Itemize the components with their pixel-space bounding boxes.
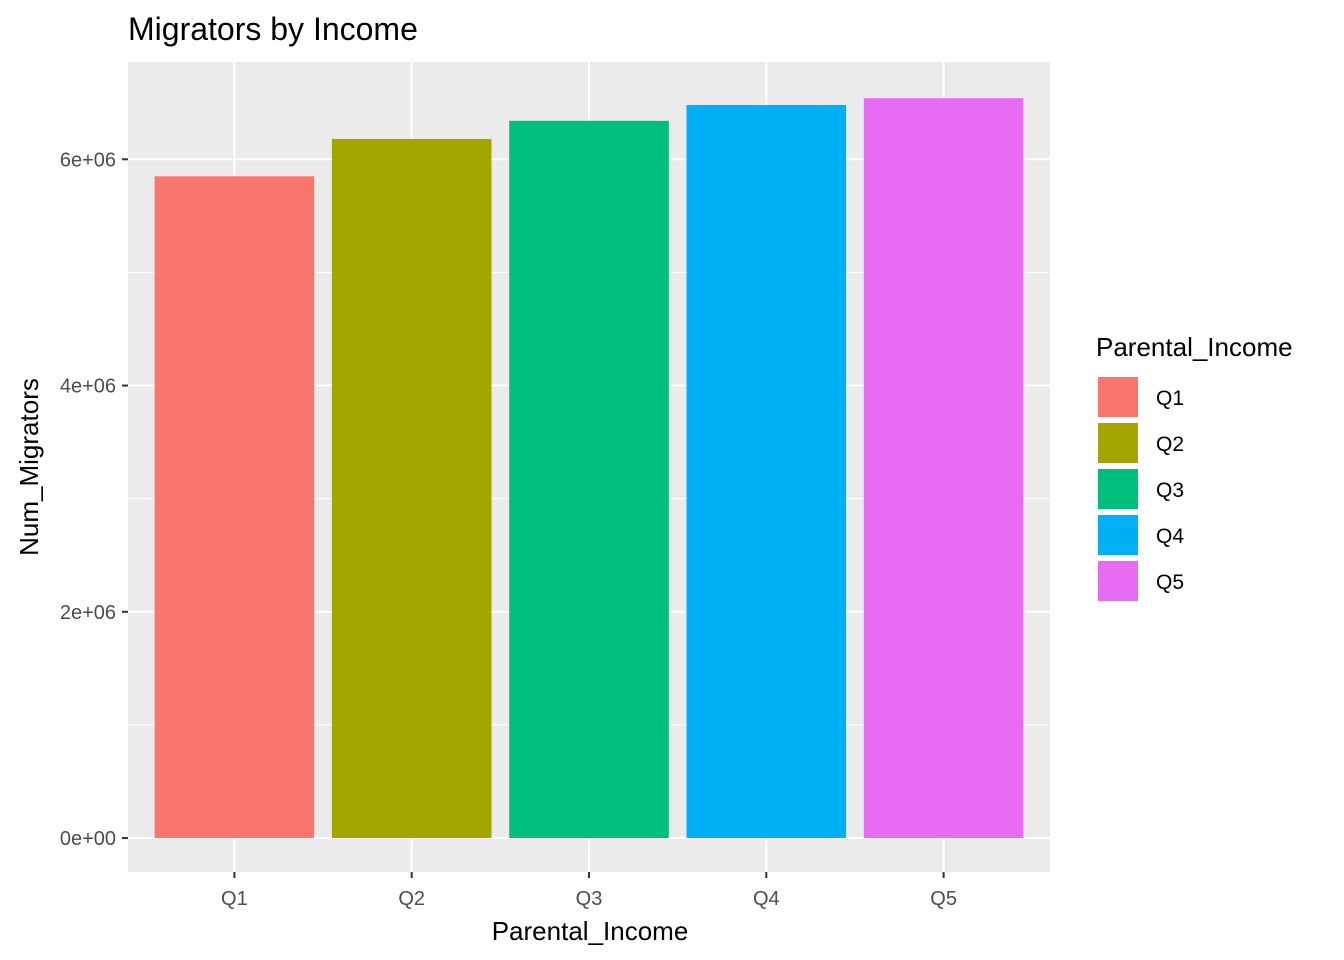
y-axis-title: Num_Migrators <box>14 378 44 556</box>
bar-q1 <box>154 176 315 839</box>
legend-swatch <box>1098 561 1138 601</box>
bar-q4 <box>686 104 847 839</box>
legend-swatch <box>1098 423 1138 463</box>
legend-label: Q2 <box>1156 433 1184 456</box>
bars-group <box>154 98 1024 839</box>
legend-swatch <box>1098 515 1138 555</box>
legend: Parental_Income Q1 Q2 Q3 Q4 Q5 <box>1096 332 1293 603</box>
legend-swatch <box>1098 469 1138 509</box>
x-axis-title: Parental_Income <box>492 916 689 946</box>
legend-label: Q1 <box>1156 387 1184 410</box>
y-tick-label: 4e+06 <box>60 376 116 398</box>
legend-label: Q4 <box>1156 525 1184 548</box>
legend-items: Q1 Q2 Q3 Q4 Q5 <box>1096 375 1184 603</box>
legend-label: Q5 <box>1156 571 1184 594</box>
bar-q2 <box>331 138 492 839</box>
x-tick-label: Q4 <box>753 888 780 910</box>
y-axis: 0e+00 2e+06 4e+06 6e+06 <box>60 149 128 850</box>
legend-swatch <box>1098 377 1138 417</box>
chart-title: Migrators by Income <box>128 11 418 47</box>
bar-q5 <box>863 98 1024 839</box>
x-tick-label: Q2 <box>398 888 425 910</box>
x-tick-label: Q5 <box>930 888 957 910</box>
bar-q3 <box>509 120 669 839</box>
x-tick-label: Q3 <box>576 888 603 910</box>
legend-title: Parental_Income <box>1096 332 1293 362</box>
x-tick-label: Q1 <box>221 888 248 910</box>
legend-label: Q3 <box>1156 479 1184 502</box>
x-axis: Q1 Q2 Q3 Q4 Q5 <box>221 872 957 910</box>
y-tick-label: 2e+06 <box>60 602 116 624</box>
y-tick-label: 0e+00 <box>60 828 116 850</box>
y-tick-label: 6e+06 <box>60 149 116 171</box>
